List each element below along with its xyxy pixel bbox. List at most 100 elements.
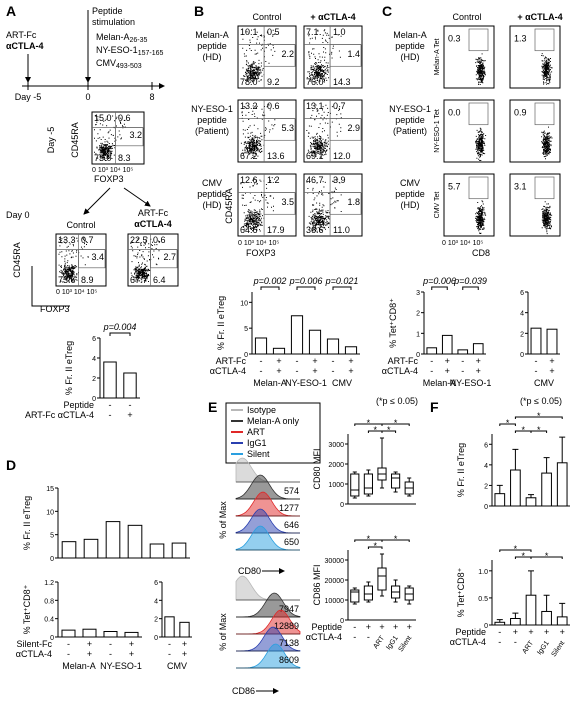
group-label: NY-ESO-1 (450, 378, 492, 388)
gate (263, 44, 296, 67)
bar (179, 621, 190, 638)
hist-value: 8609 (279, 655, 299, 665)
p-value: p=0.039 (453, 276, 487, 286)
quadrant-value: 12.6 (240, 175, 258, 185)
y-axis-label: CD45RA (70, 122, 80, 158)
hist-value: 12889 (274, 621, 299, 631)
sig-mark: * (367, 418, 371, 428)
row-mark: - (168, 639, 171, 649)
p-value: p=0.006 (422, 276, 456, 286)
bar (61, 541, 77, 559)
treatment-label: ART-Fc (6, 30, 37, 40)
flow-events (58, 237, 89, 283)
y-tick-label: 30000 (325, 558, 345, 565)
sig-mark: * (506, 418, 510, 428)
group-label: Melan-A (62, 661, 96, 671)
error-bar (496, 484, 503, 494)
gate (329, 44, 362, 67)
column-head: Control (252, 12, 281, 22)
flow-plot (55, 233, 107, 287)
row-name: Peptide (63, 400, 94, 410)
x-axis-label: CD80 (238, 566, 261, 576)
flow-plot (237, 173, 297, 237)
bar (510, 469, 521, 507)
row-mark: + (407, 622, 412, 632)
row-mark: + (276, 366, 281, 376)
bar (457, 349, 469, 355)
quadrant-value: 69.1 (306, 151, 324, 161)
gate-value: 1.3 (514, 34, 527, 44)
plot-head: ART-Fc (138, 208, 169, 218)
y-axis-label: Melan-A Tet (434, 39, 441, 76)
row-mark: + (312, 366, 317, 376)
sig-bracket (381, 539, 410, 542)
row-mark: - (353, 632, 356, 642)
row-mark: + (276, 356, 281, 366)
panel-letter: C (382, 3, 392, 19)
hist-value: 574 (284, 486, 299, 496)
stim-label: Peptide (92, 6, 123, 16)
row-mark: + (127, 410, 132, 420)
sig-bracket (530, 556, 563, 559)
row-mark: - (535, 366, 538, 376)
flow-events (130, 237, 161, 283)
y-tick-label: 6 (92, 336, 96, 343)
bar (525, 594, 537, 626)
bar (494, 621, 506, 626)
row-mark: + (182, 649, 187, 659)
y-tick-label: 20000 (325, 578, 345, 585)
sig-mark: * (387, 425, 391, 435)
quadrant-value: 3.2 (129, 130, 142, 140)
box (391, 473, 401, 489)
bar (105, 521, 121, 559)
y-tick-label: 2 (154, 617, 158, 624)
sig-bracket (499, 423, 516, 426)
flow-events (475, 53, 486, 85)
histogram (236, 592, 301, 618)
y-axis-label: % Fr. II eTreg (22, 496, 32, 550)
row-mark: - (332, 356, 335, 366)
quadrant-value: 13.3 (58, 235, 76, 245)
row-mark: - (67, 639, 70, 649)
row-label: CMV (202, 178, 222, 188)
y-axis-label: % Tet⁺CD8⁺ (22, 584, 32, 634)
bar (308, 329, 322, 355)
box-whisker (393, 471, 398, 493)
flow-plot (237, 99, 297, 163)
legend-label: Silent (247, 449, 270, 459)
quadrant-value: 2.9 (347, 123, 360, 133)
group-label: Melan-A (423, 378, 457, 388)
p-bracket (462, 286, 479, 290)
row-name: αCTLA-4 (382, 366, 418, 376)
quadrant-value: 0.6 (153, 235, 166, 245)
box-whisker (407, 585, 412, 605)
sig-mark: * (537, 411, 541, 421)
y-axis-label: % Tet⁺CD8⁺ (388, 298, 398, 348)
sig-mark: * (521, 551, 525, 561)
y-tick-label: 2 (416, 311, 420, 318)
gate (534, 28, 555, 52)
y-tick-label: 0.8 (44, 598, 54, 605)
quadrant-value: 6.4 (153, 275, 166, 285)
row-label: peptide (395, 115, 425, 125)
group-label: CMV (167, 661, 187, 671)
row-mark: + (549, 356, 554, 366)
flow-events (94, 115, 126, 161)
peptide-name: Melan-A (96, 32, 130, 42)
y-tick-label: 0 (244, 352, 248, 359)
row-mark: + (476, 366, 481, 376)
y-axis-label: CD45RA (224, 188, 234, 224)
row-mark: - (514, 637, 517, 647)
row-mark: + (312, 356, 317, 366)
sig-bracket (514, 416, 563, 419)
row-mark: + (560, 627, 565, 637)
gate-value: 3.1 (514, 182, 527, 192)
bar (530, 327, 542, 355)
group-label: Melan-A (253, 378, 287, 388)
bar (61, 629, 76, 638)
bar (171, 542, 187, 559)
row-mark: - (332, 366, 335, 376)
row-mark: - (461, 366, 464, 376)
box-whisker (379, 437, 385, 489)
sig-bracket (367, 546, 383, 549)
